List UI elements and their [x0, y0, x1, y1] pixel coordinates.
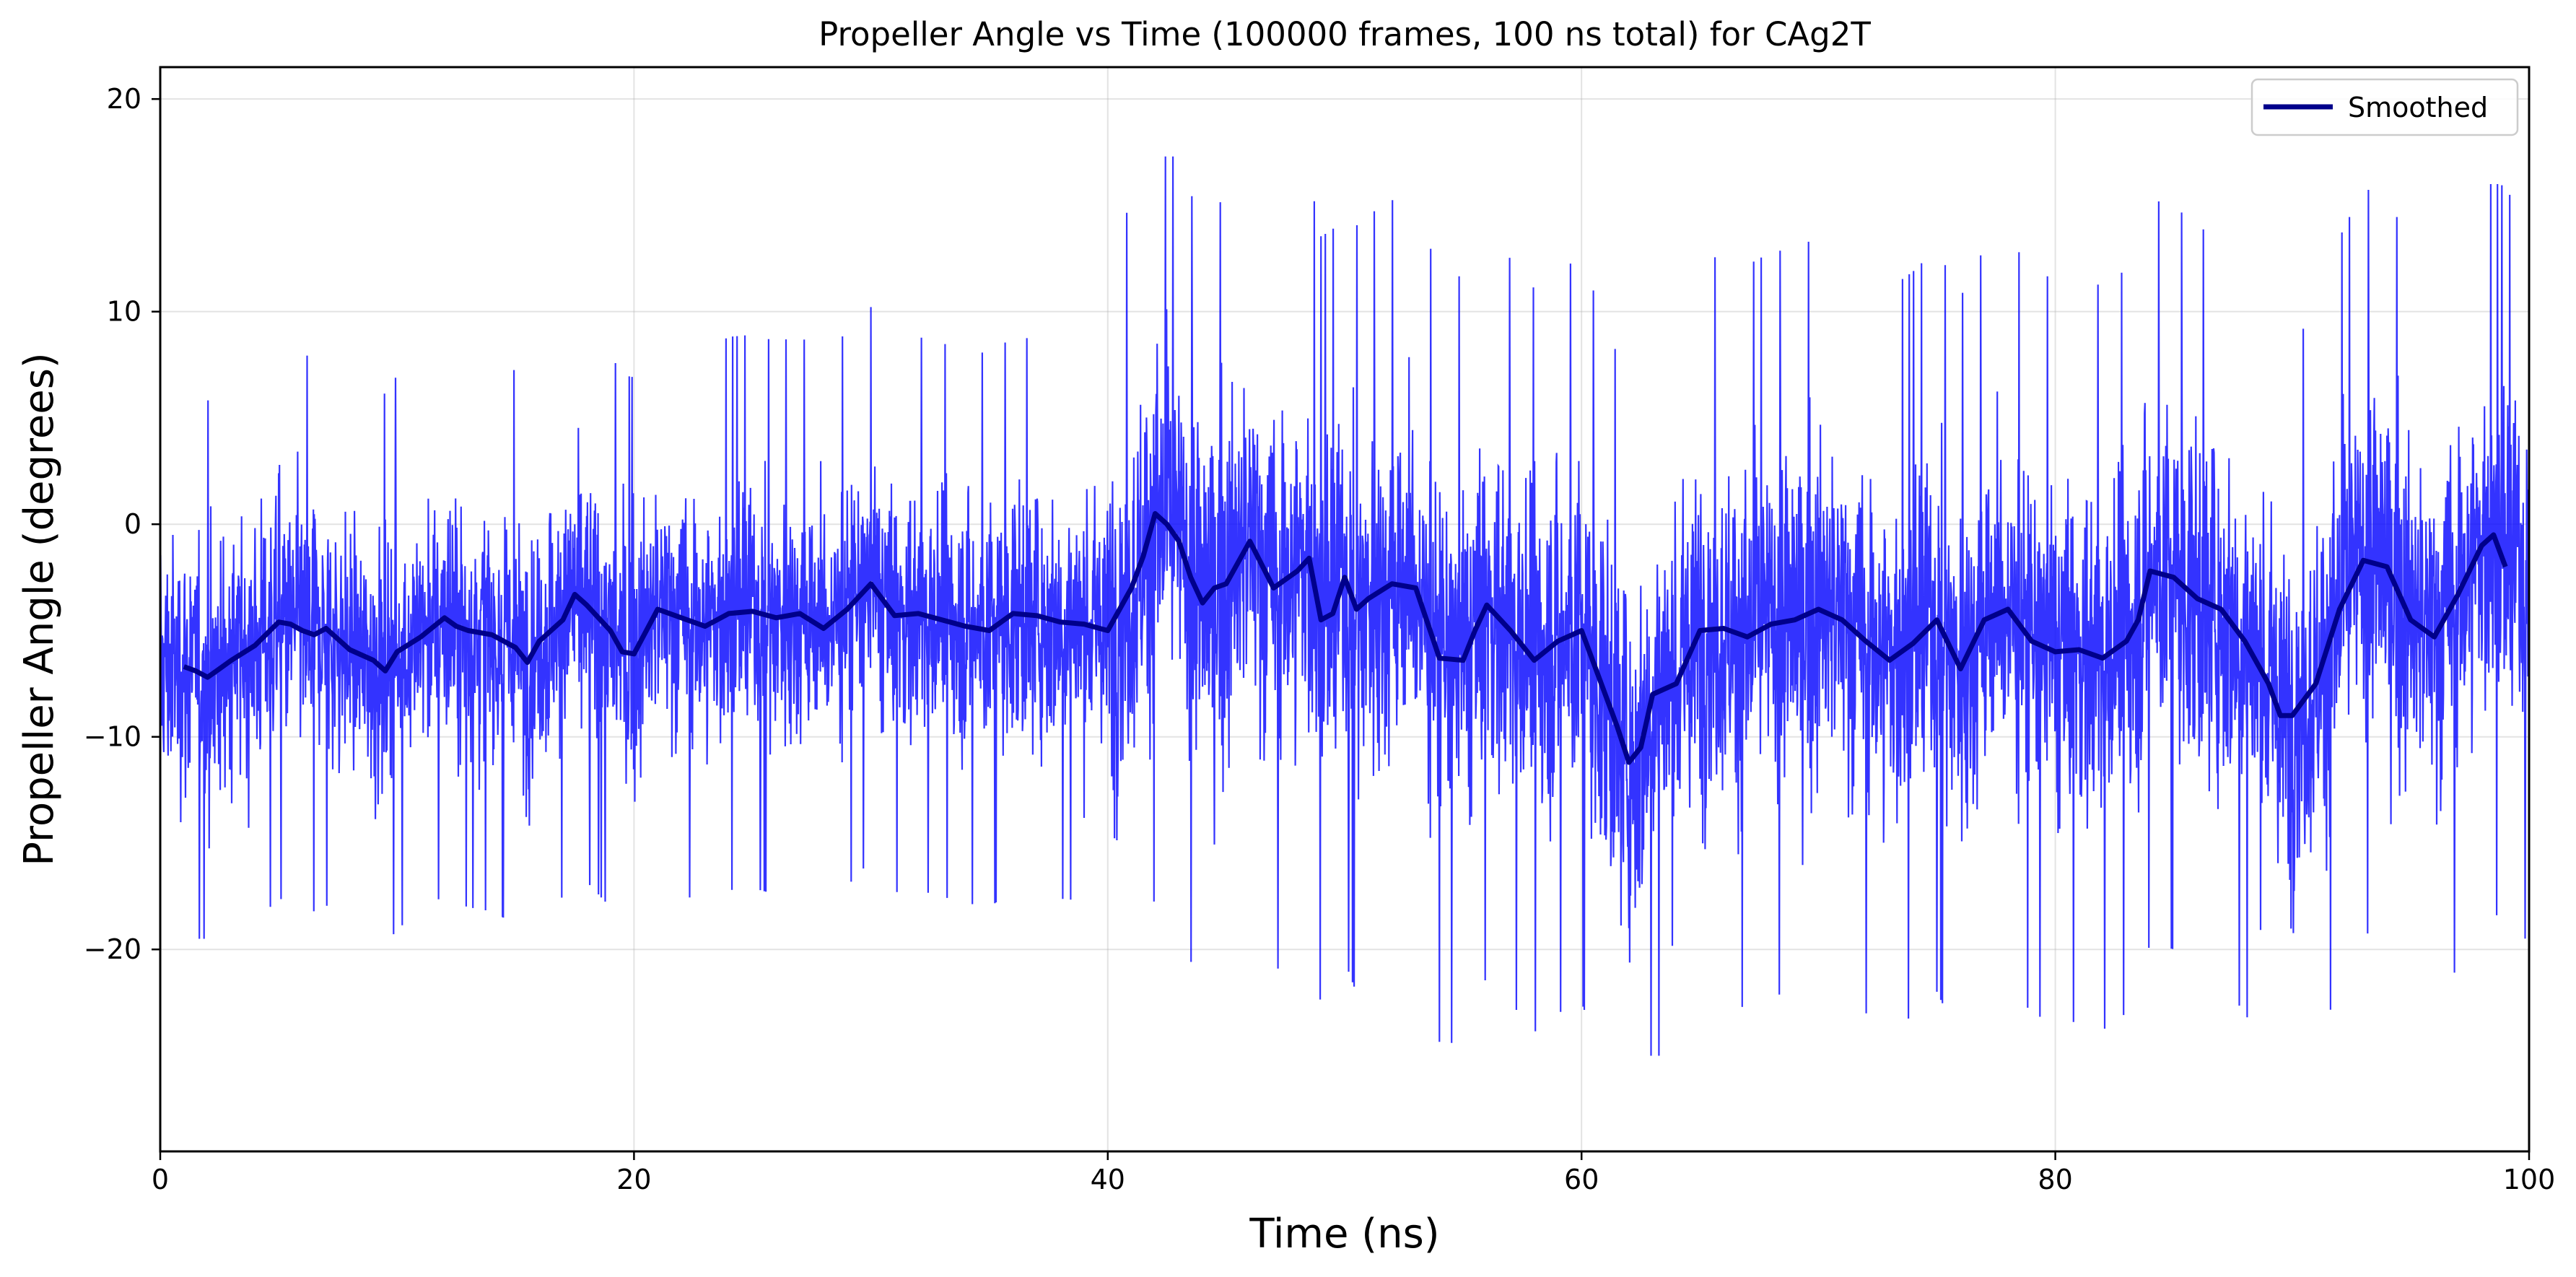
x-tick-label-5: 100 [2503, 1164, 2556, 1195]
x-axis-label: Time (ns) [1249, 1211, 1439, 1258]
y-tick-label-0: −20 [84, 933, 141, 965]
plot-frame [159, 66, 2531, 1153]
smoothed-series [183, 511, 2508, 765]
legend-label-smoothed: Smoothed [2348, 92, 2488, 123]
x-tick-label-0: 0 [152, 1164, 169, 1195]
chart-title: Propeller Angle vs Time (100000 frames, … [818, 15, 1871, 53]
x-tick-label-3: 60 [1564, 1164, 1599, 1195]
legend: Smoothed [2250, 78, 2519, 136]
x-axis: 0 20 40 60 80 100 [152, 1151, 2555, 1195]
y-tick-label-3: 10 [107, 296, 141, 328]
y-axis-label: Propeller Angle (degrees) [16, 352, 63, 866]
legend-box [2250, 78, 2519, 136]
smoothed-series-line [183, 511, 2508, 765]
y-tick-label-1: −10 [84, 721, 141, 753]
x-tick-label-4: 80 [2038, 1164, 2072, 1195]
y-axis: −20 −10 0 10 20 [84, 83, 160, 965]
x-tick-label-1: 20 [616, 1164, 651, 1195]
y-tick-label-2: 0 [124, 508, 141, 540]
x-tick-label-2: 40 [1091, 1164, 1125, 1195]
y-tick-label-4: 20 [107, 83, 141, 115]
